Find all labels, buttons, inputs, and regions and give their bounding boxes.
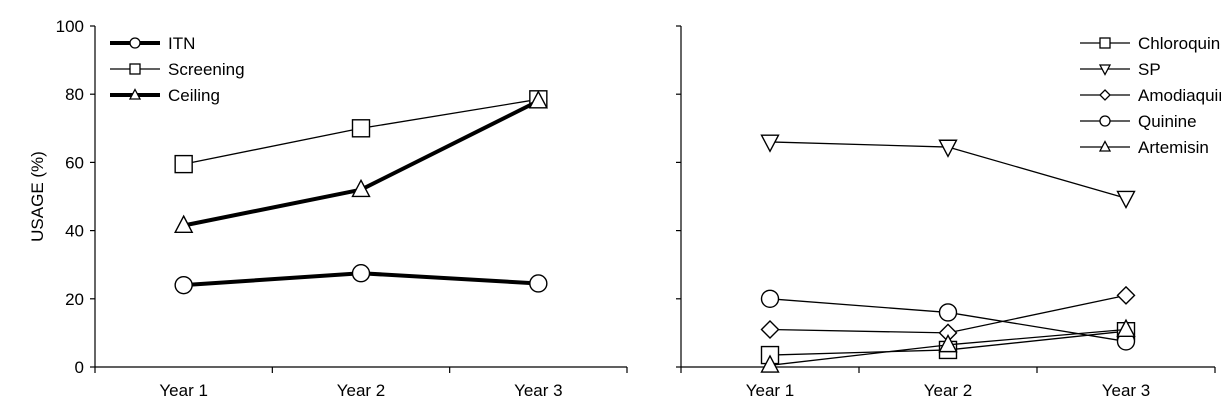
data-point-screening	[351, 119, 371, 138]
legend-entry-sp: SP	[1080, 60, 1161, 79]
legend-marker	[128, 88, 142, 100]
series-screening	[174, 90, 548, 174]
legend-entry-itn: ITN	[110, 34, 195, 53]
data-point-screening	[174, 154, 193, 174]
x-tick-label: Year 1	[746, 381, 795, 400]
data-point-artemisin	[1116, 318, 1136, 337]
legend-marker	[1099, 115, 1111, 127]
x-tick-label: Year 1	[159, 381, 208, 400]
y-tick-label: 100	[56, 17, 84, 36]
data-point-itn	[529, 274, 548, 293]
data-point-itn	[351, 264, 371, 283]
y-tick-label: 60	[65, 153, 84, 172]
legend-marker	[1098, 64, 1112, 76]
y-tick-label: 20	[65, 290, 84, 309]
x-tick-label: Year 2	[924, 381, 973, 400]
y-axis-label: USAGE (%)	[28, 151, 47, 242]
legend-entry-artemisin: Artemisin	[1080, 138, 1209, 157]
legend-marker	[129, 63, 141, 75]
legend-marker	[129, 37, 141, 49]
x-tick-label: Year 2	[337, 381, 386, 400]
data-point-amodiaquine	[1116, 285, 1136, 305]
legend-label: SP	[1138, 60, 1161, 79]
legend-entry-ceiling: Ceiling	[110, 86, 220, 105]
data-point-sp	[1116, 190, 1136, 210]
data-point-quinine	[760, 289, 780, 308]
y-tick-label: 40	[65, 222, 84, 241]
data-point-itn	[174, 275, 193, 295]
data-point-amodiaquine	[760, 320, 780, 339]
x-tick-label: Year 3	[514, 381, 563, 400]
legend-marker	[1098, 140, 1112, 152]
series-ceiling	[174, 90, 548, 233]
legend-entry-amodiaquine: Amodiaquine	[1080, 86, 1221, 105]
chart-2: Year 1 Year 2 Year 3 Chloroquine SP Amodiaqui…	[676, 25, 1221, 400]
series-amodiaquine	[760, 285, 1136, 343]
legend-label: ITN	[168, 34, 195, 53]
legend-label: Amodiaquine	[1138, 86, 1221, 105]
series-quinine	[760, 289, 1136, 351]
data-point-ceiling	[351, 178, 371, 198]
series-itn	[174, 264, 548, 295]
legend-label: Quinine	[1138, 112, 1197, 131]
legend-marker	[1099, 89, 1111, 101]
data-point-artemisin	[938, 333, 958, 353]
data-point-sp	[760, 134, 780, 153]
legend-label: Screening	[168, 60, 245, 79]
y-tick-label: 0	[75, 358, 84, 377]
x-tick-label: Year 3	[1102, 381, 1151, 400]
legend-entry-screening: Screening	[110, 60, 245, 79]
legend-label: Ceiling	[168, 86, 220, 105]
legend-label: Artemisin	[1138, 138, 1209, 157]
legend-marker	[1099, 37, 1111, 49]
chart-1: 0 20 40 60 80 100 Year 1 Year 2 Year 3 USAGE (%) I…	[28, 17, 628, 400]
data-point-ceiling	[528, 90, 548, 109]
data-point-artemisin	[760, 354, 780, 373]
series-sp	[760, 134, 1136, 210]
data-point-quinine	[938, 303, 958, 322]
legend-label: Chloroquine	[1138, 34, 1221, 53]
data-point-sp	[938, 139, 958, 158]
legend-entry-chloroquine: Chloroquine	[1080, 34, 1221, 53]
series-artemisin	[760, 318, 1136, 373]
legend-entry-quinine: Quinine	[1080, 112, 1197, 131]
data-point-ceiling	[174, 214, 194, 233]
y-tick-label: 80	[65, 85, 84, 104]
